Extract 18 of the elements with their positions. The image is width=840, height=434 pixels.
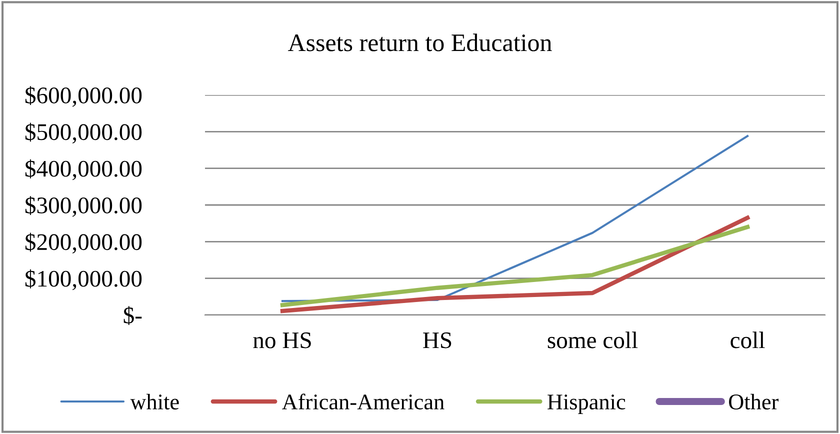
y-tick-label: $200,000.00 [25,232,142,254]
y-tick-label: $- [124,306,142,325]
y-tick-label: $600,000.00 [25,86,142,107]
y-tick-label: $400,000.00 [25,159,142,180]
x-tick-label: no HS [253,332,311,348]
y-tick-label: $500,000.00 [25,122,142,144]
x-tick-label: some coll [548,332,638,348]
legend-label: white [130,394,179,410]
legend-label: Other [729,394,778,410]
y-tick-label: $300,000.00 [25,196,142,217]
legend-label: Hispanic [548,394,626,414]
x-tick-label: coll [730,332,765,348]
legend-label: African-American [282,394,444,410]
y-tick-label: $100,000.00 [25,269,142,290]
line-series [280,224,750,308]
x-tick-label: HS [423,332,452,348]
chart-title: Assets return to Education [288,34,552,52]
line-series [280,216,750,314]
